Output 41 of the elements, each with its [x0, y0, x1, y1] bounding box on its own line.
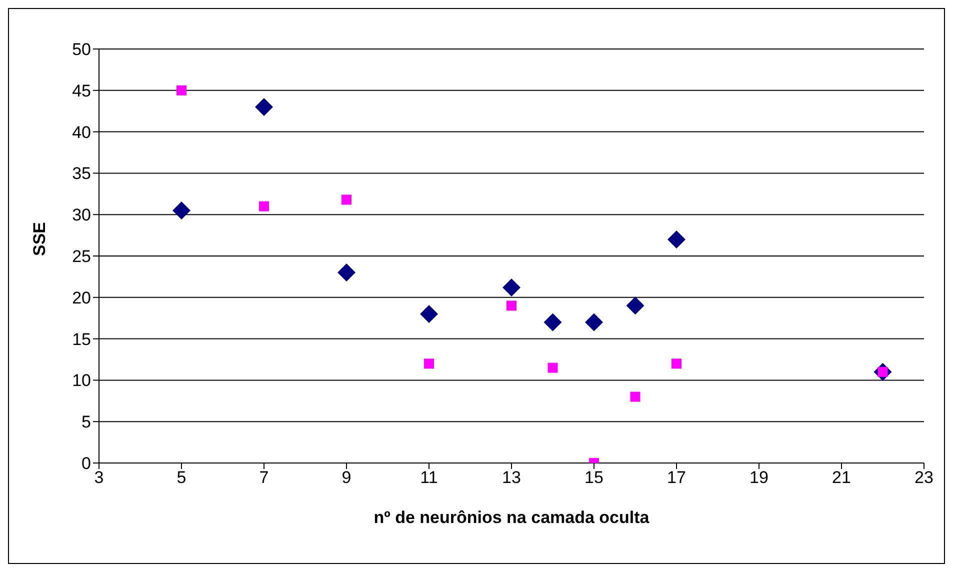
y-tick-label: 45	[72, 81, 91, 100]
point	[255, 98, 273, 116]
x-tick-label: 11	[420, 468, 438, 488]
x-tick-label: 21	[832, 468, 851, 488]
y-tick-label: 25	[72, 247, 91, 266]
point	[502, 278, 520, 296]
point	[338, 264, 356, 282]
x-tick-label: 23	[914, 468, 934, 488]
y-tick-label: 40	[72, 122, 91, 142]
point	[626, 296, 644, 315]
point	[672, 358, 682, 369]
x-axis-title: nº de neurônios na camada oculta	[374, 508, 650, 527]
point	[259, 201, 269, 212]
point	[342, 194, 352, 205]
x-tick-label: 17	[667, 468, 686, 488]
x-tick-label: 19	[750, 468, 768, 488]
y-tick-label: 20	[72, 288, 91, 308]
y-tick-label: 5	[82, 412, 91, 432]
point	[548, 362, 558, 373]
y-tick-label: 30	[72, 206, 91, 225]
point	[172, 201, 190, 220]
x-tick-label: 5	[176, 468, 186, 488]
point	[420, 304, 438, 323]
point	[668, 230, 686, 248]
y-tick-label: 10	[72, 371, 91, 390]
y-tick-label: 0	[82, 454, 91, 474]
point	[424, 358, 434, 369]
x-tick-label: 15	[584, 468, 604, 488]
point	[585, 313, 603, 332]
point	[506, 300, 516, 311]
y-tick-label: 15	[72, 330, 91, 349]
y-tick-label: 35	[72, 164, 91, 184]
x-tick-label: 3	[94, 468, 104, 488]
x-tick-label: 7	[259, 468, 269, 488]
x-tick-label: 9	[342, 468, 352, 488]
point	[176, 85, 186, 96]
x-tick-label: 13	[502, 468, 521, 488]
y-axis-title: SSE	[30, 222, 50, 256]
point	[544, 313, 562, 332]
y-tick-label: 50	[72, 40, 91, 60]
point	[630, 392, 640, 402]
